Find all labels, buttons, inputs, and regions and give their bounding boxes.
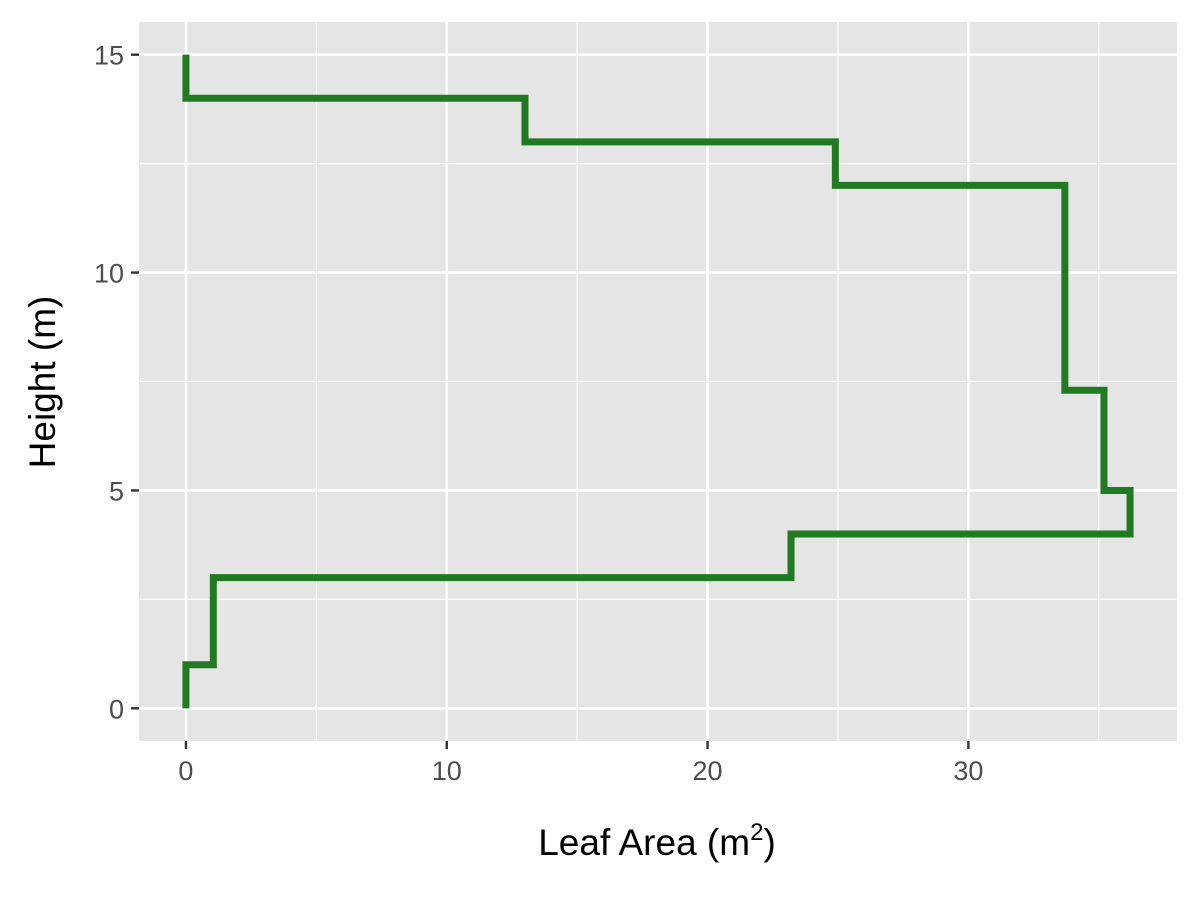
y-axis-title: Height (m) <box>22 296 63 469</box>
x-axis-title-text: Leaf Area (m <box>538 822 750 863</box>
y-tick-label: 0 <box>109 694 124 724</box>
data-series <box>182 54 1134 709</box>
x-tick-label: 20 <box>693 756 723 786</box>
major-grid <box>139 22 1177 741</box>
x-axis: 0 10 20 30 <box>178 741 983 786</box>
x-tick-label: 0 <box>178 756 193 786</box>
x-axis-title-superscript: 2 <box>750 819 763 846</box>
y-tick-label: 10 <box>94 259 124 289</box>
x-tick-label: 30 <box>953 756 983 786</box>
x-axis-title-suffix: ) <box>763 822 775 863</box>
y-axis: 0 5 10 15 <box>94 41 139 724</box>
x-axis-title: Leaf Area (m2) <box>538 819 776 863</box>
y-tick-label: 5 <box>109 476 124 506</box>
y-tick-label: 15 <box>94 41 124 71</box>
leaf-area-step-line <box>182 54 1134 709</box>
x-tick-label: 10 <box>432 756 462 786</box>
